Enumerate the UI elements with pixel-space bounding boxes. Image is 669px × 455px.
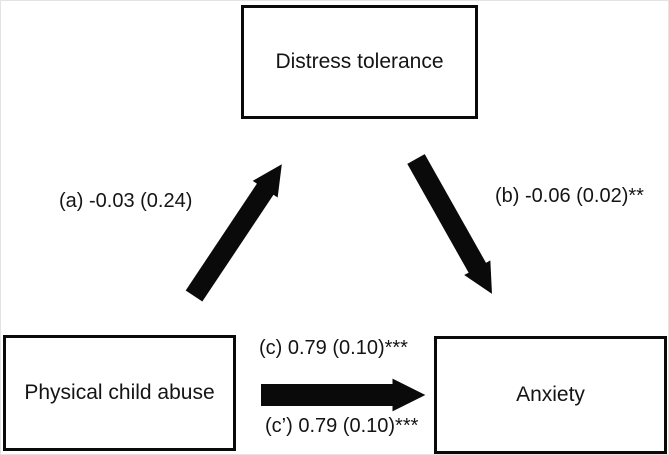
path-label-c: (c) 0.79 (0.10)***	[259, 337, 408, 359]
node-anxiety-label: Anxiety	[516, 382, 585, 406]
arrow-a	[185, 164, 282, 302]
arrow-b	[407, 154, 492, 294]
path-label-c-prime: (c’) 0.79 (0.10)***	[265, 415, 419, 437]
node-physical-child-abuse: Physical child abuse	[3, 335, 236, 451]
node-physical-child-abuse-label: Physical child abuse	[24, 380, 215, 404]
path-label-b: (b) -0.06 (0.02)**	[495, 185, 644, 207]
path-label-a: (a) -0.03 (0.24)	[59, 190, 193, 212]
node-anxiety: Anxiety	[434, 336, 667, 454]
node-distress-tolerance: Distress tolerance	[241, 5, 478, 119]
node-distress-tolerance-label: Distress tolerance	[275, 49, 444, 73]
